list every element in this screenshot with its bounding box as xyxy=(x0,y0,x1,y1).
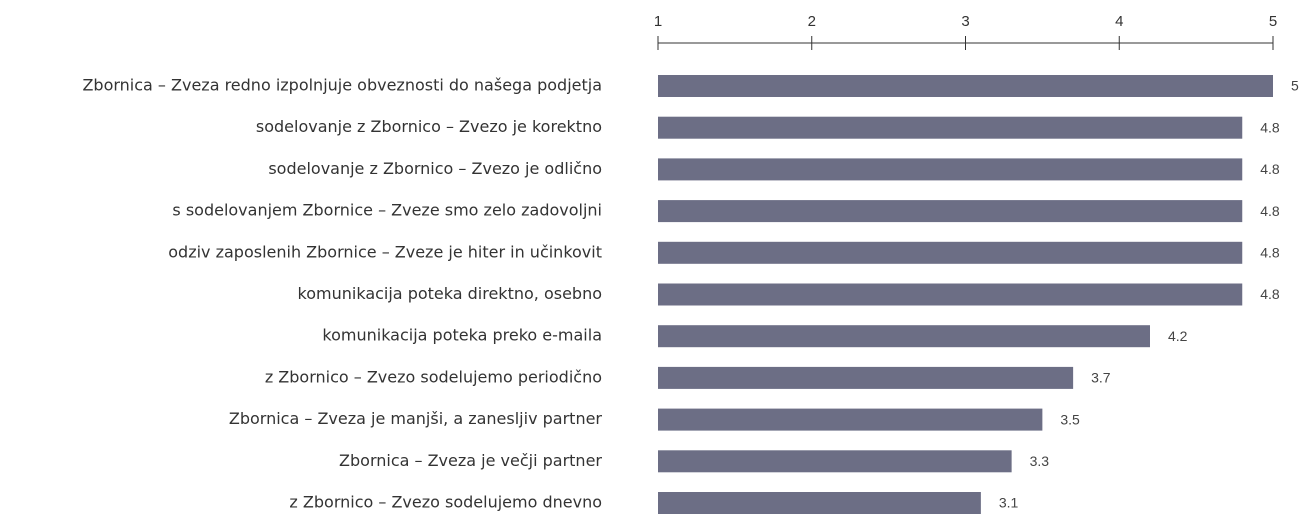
bar xyxy=(658,283,1243,306)
value-label: 3.1 xyxy=(999,495,1019,511)
value-label: 3.3 xyxy=(1030,453,1050,469)
bar xyxy=(658,241,1243,264)
value-label: 4.8 xyxy=(1260,161,1280,177)
category-label: komunikacija poteka preko e-maila xyxy=(322,326,602,345)
category-label: sodelovanje z Zbornico – Zvezo je korekt… xyxy=(256,117,602,136)
category-label: z Zbornico – Zvezo sodelujemo periodično xyxy=(265,367,602,386)
value-label: 4.8 xyxy=(1260,119,1280,135)
category-label: komunikacija poteka direktno, osebno xyxy=(298,284,602,303)
bar xyxy=(658,75,1273,97)
category-label: odziv zaposlenih Zbornice – Zveze je hit… xyxy=(168,242,602,261)
value-label: 4.8 xyxy=(1260,245,1280,261)
category-label: s sodelovanjem Zbornice – Zveze smo zelo… xyxy=(172,201,602,220)
bar xyxy=(658,116,1243,139)
x-tick-label: 5 xyxy=(1269,13,1277,30)
x-tick-label: 2 xyxy=(808,13,816,30)
bar xyxy=(658,450,1012,473)
category-label: Zbornica – Zveza redno izpolnjuje obvezn… xyxy=(82,76,602,95)
category-label: sodelovanje z Zbornico – Zvezo je odličn… xyxy=(268,159,602,178)
category-label: z Zbornico – Zvezo sodelujemo dnevno xyxy=(289,493,602,512)
bar xyxy=(658,408,1043,431)
value-label: 3.7 xyxy=(1091,370,1111,386)
value-label: 4.2 xyxy=(1168,328,1188,344)
bar xyxy=(658,366,1074,389)
value-label: 3.5 xyxy=(1060,411,1080,427)
x-tick-label: 1 xyxy=(654,13,662,30)
bar xyxy=(658,325,1150,348)
category-label: Zbornica – Zveza je manjši, a zanesljiv … xyxy=(229,409,603,428)
value-label: 5 xyxy=(1291,78,1299,94)
value-label: 4.8 xyxy=(1260,286,1280,302)
category-label: Zbornica – Zveza je večji partner xyxy=(339,451,602,470)
value-label: 4.8 xyxy=(1260,203,1280,219)
bar xyxy=(658,158,1243,181)
x-tick-label: 4 xyxy=(1115,13,1123,30)
bar xyxy=(658,492,981,514)
x-tick-label: 3 xyxy=(961,13,969,30)
bar xyxy=(658,200,1243,223)
